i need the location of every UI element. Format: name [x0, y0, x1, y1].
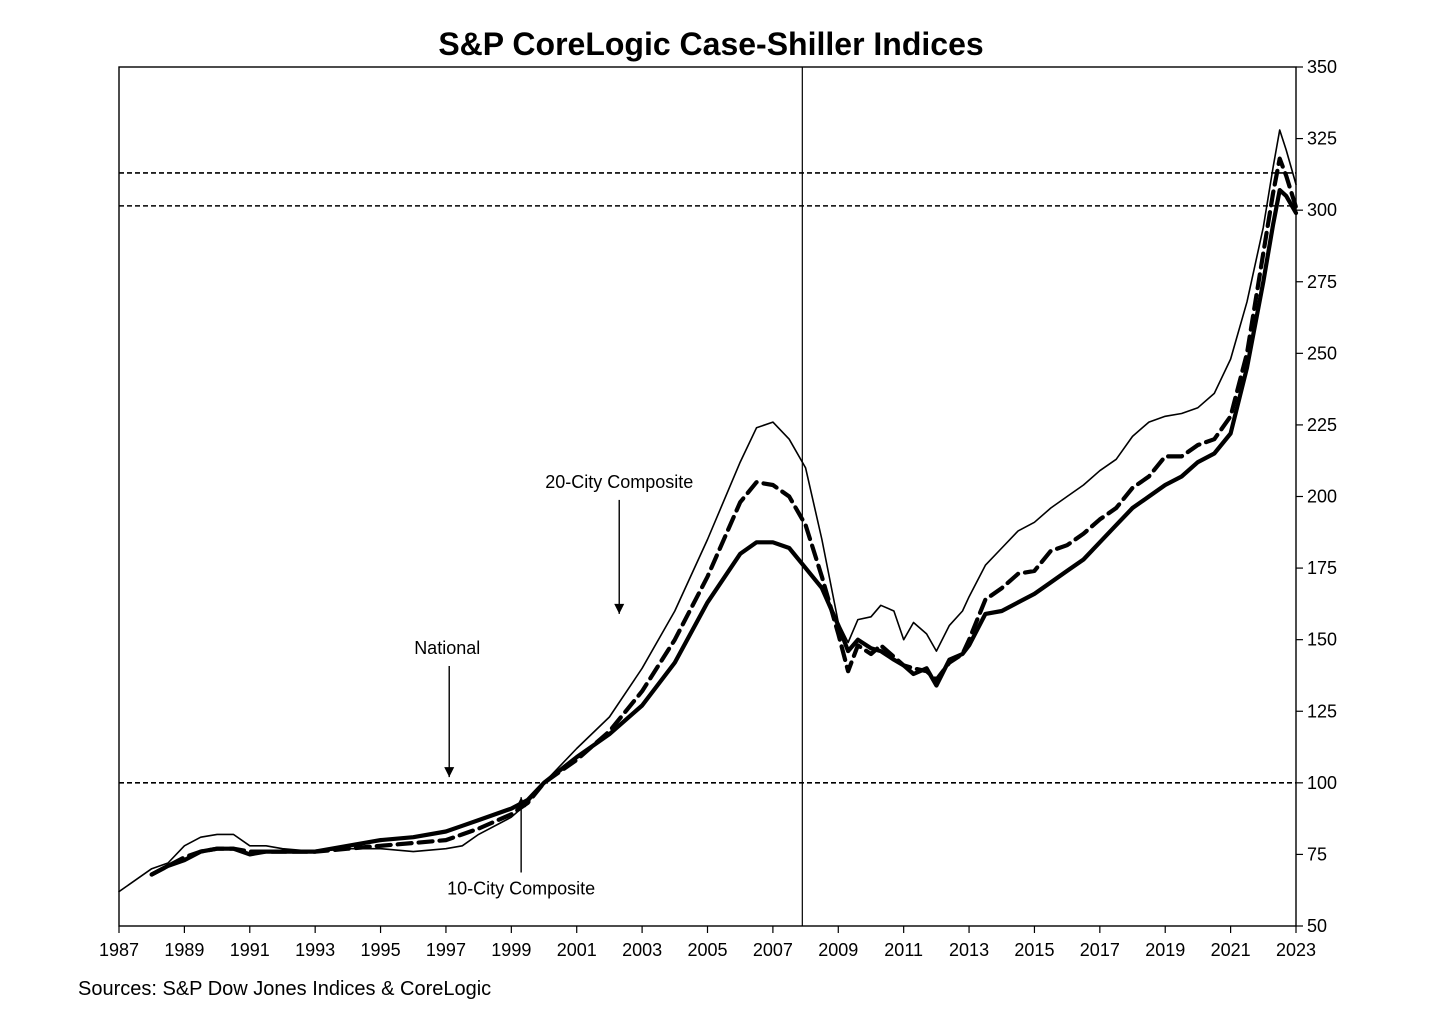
y-tick-label: 250: [1307, 343, 1337, 363]
annotations: 20-City Composite National 10-City Composi…: [414, 472, 693, 899]
y-tick-label: 225: [1307, 415, 1337, 435]
annotation-arrow-head: [444, 767, 455, 778]
x-tick-label: 2005: [687, 940, 727, 960]
reference-lines: [119, 67, 1296, 926]
x-tick-label: 2009: [818, 940, 858, 960]
series-line-national: [149, 188, 1299, 877]
annotation-arrow-head: [614, 603, 625, 614]
x-tick-label: 2001: [557, 940, 597, 960]
y-tick-label: 150: [1307, 630, 1337, 650]
x-tick-label: 1997: [426, 940, 466, 960]
x-tick-label: 1989: [164, 940, 204, 960]
x-tick-label: 2003: [622, 940, 662, 960]
x-tick-label: 1991: [230, 940, 270, 960]
y-tick-label: 125: [1307, 701, 1337, 721]
annotation-label: 20-City Composite: [545, 472, 693, 492]
annotation-label: National: [414, 638, 480, 658]
x-tick-label: 1993: [295, 940, 335, 960]
plot-area: [118, 66, 1297, 927]
y-tick-label: 175: [1307, 558, 1337, 578]
y-tick-label: 325: [1307, 129, 1337, 149]
x-tick-label: 1995: [361, 940, 401, 960]
x-tick-label: 2007: [753, 940, 793, 960]
y-tick-label: 50: [1307, 916, 1327, 936]
x-tick-label: 2023: [1276, 940, 1316, 960]
y-tick-label: 350: [1307, 57, 1337, 77]
x-tick-label: 2015: [1014, 940, 1054, 960]
x-tick-label: 2019: [1145, 940, 1185, 960]
x-tick-label: 2013: [949, 940, 989, 960]
series-line-20-city-composite: [149, 156, 1299, 877]
annotation-label: 10-City Composite: [447, 879, 595, 899]
x-tick-label: 2017: [1080, 940, 1120, 960]
y-axis: 50 75 100 125 150 175 200 225 250 275 300 325 350: [1296, 57, 1337, 936]
chart-title: S&P CoreLogic Case-Shiller Indices: [438, 26, 983, 62]
y-tick-label: 275: [1307, 272, 1337, 292]
x-tick-label: 1999: [491, 940, 531, 960]
x-axis: 1987 1989 1991 1993 1995 1997 1999 2001 2003 2005…: [99, 926, 1316, 960]
series-line-10-city-composite: [118, 129, 1297, 893]
x-tick-label: 2021: [1211, 940, 1251, 960]
x-tick-label: 1987: [99, 940, 139, 960]
series-layer: [118, 129, 1299, 893]
x-tick-label: 2011: [884, 940, 923, 960]
y-tick-label: 75: [1307, 844, 1327, 864]
annotation-arrow-head: [516, 797, 527, 808]
source-note: Sources: S&P Dow Jones Indices & CoreLog…: [78, 978, 491, 1000]
y-tick-label: 100: [1307, 773, 1337, 793]
y-tick-label: 300: [1307, 200, 1337, 220]
y-tick-label: 200: [1307, 487, 1337, 507]
